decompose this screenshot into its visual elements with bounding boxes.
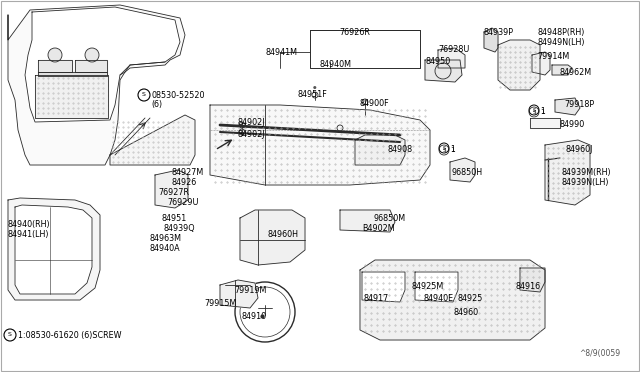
Text: S: S — [442, 145, 445, 151]
Text: 96850H: 96850H — [452, 168, 483, 177]
Polygon shape — [155, 170, 188, 208]
Polygon shape — [415, 272, 458, 302]
Text: 1: 1 — [450, 147, 454, 153]
Text: 84940E: 84940E — [424, 294, 454, 303]
Text: 76927R: 76927R — [158, 188, 189, 197]
Text: ^8/9(0059: ^8/9(0059 — [579, 349, 620, 358]
Text: 1:08530-61620 (6)SCREW: 1:08530-61620 (6)SCREW — [18, 331, 122, 340]
Polygon shape — [210, 105, 430, 185]
Text: 84940M: 84940M — [320, 60, 352, 69]
Text: 84900F: 84900F — [360, 99, 390, 108]
Text: 79919M: 79919M — [234, 286, 266, 295]
Text: 84902J: 84902J — [238, 118, 266, 127]
Text: 84925M: 84925M — [412, 282, 444, 291]
Text: 84941(LH): 84941(LH) — [8, 230, 49, 239]
Text: 84916: 84916 — [516, 282, 541, 291]
Text: 84927M: 84927M — [172, 168, 204, 177]
Polygon shape — [75, 60, 107, 72]
Polygon shape — [220, 280, 258, 308]
Polygon shape — [25, 7, 180, 122]
Polygon shape — [110, 115, 195, 165]
Text: 96850M: 96850M — [374, 214, 406, 223]
Text: 84926: 84926 — [172, 178, 197, 187]
Text: 84948P(RH): 84948P(RH) — [537, 28, 584, 37]
Text: 84949N(LH): 84949N(LH) — [537, 38, 584, 47]
Text: 79918P: 79918P — [564, 100, 594, 109]
Polygon shape — [360, 260, 545, 340]
Text: 84902J: 84902J — [238, 130, 266, 139]
Polygon shape — [425, 60, 462, 82]
Polygon shape — [38, 60, 72, 72]
Polygon shape — [530, 118, 560, 128]
Polygon shape — [552, 65, 572, 75]
Text: S: S — [532, 108, 536, 112]
Polygon shape — [520, 268, 545, 292]
Text: S: S — [442, 148, 445, 153]
Text: 84951: 84951 — [161, 214, 186, 223]
Text: 76928U: 76928U — [438, 45, 469, 54]
Polygon shape — [484, 28, 498, 52]
Text: 84939Q: 84939Q — [163, 224, 195, 233]
Text: 84939M(RH): 84939M(RH) — [561, 168, 611, 177]
Polygon shape — [240, 210, 305, 265]
Polygon shape — [340, 210, 395, 232]
Text: 84917: 84917 — [364, 294, 389, 303]
Text: 84940(RH): 84940(RH) — [8, 220, 51, 229]
Text: 84950: 84950 — [425, 57, 451, 66]
Text: 84951F: 84951F — [298, 90, 328, 99]
Polygon shape — [15, 205, 92, 294]
Text: (6): (6) — [151, 100, 162, 109]
Polygon shape — [38, 72, 107, 76]
Text: 79915M: 79915M — [204, 299, 236, 308]
Polygon shape — [498, 40, 540, 90]
Text: 84990: 84990 — [560, 120, 585, 129]
Text: S: S — [532, 109, 536, 115]
Circle shape — [85, 48, 99, 62]
Text: 84910: 84910 — [241, 312, 266, 321]
Text: 84939P: 84939P — [484, 28, 514, 37]
Polygon shape — [532, 52, 550, 75]
Text: 84940A: 84940A — [150, 244, 180, 253]
Text: 84963M: 84963M — [150, 234, 182, 243]
Polygon shape — [438, 48, 465, 68]
Text: 84960H: 84960H — [268, 230, 299, 239]
Polygon shape — [362, 272, 405, 302]
Text: 84960: 84960 — [453, 308, 478, 317]
Polygon shape — [450, 158, 475, 182]
Text: B4902M: B4902M — [362, 224, 395, 233]
Text: 84925: 84925 — [458, 294, 483, 303]
Text: 76929U: 76929U — [167, 198, 198, 207]
Text: 79914M: 79914M — [537, 52, 569, 61]
Polygon shape — [555, 98, 580, 115]
Text: 1: 1 — [540, 109, 545, 115]
Text: 08530-52520: 08530-52520 — [151, 91, 205, 100]
Text: 84941M: 84941M — [265, 48, 297, 57]
Polygon shape — [545, 140, 590, 205]
Polygon shape — [8, 5, 185, 165]
Text: 76926R: 76926R — [340, 28, 371, 37]
Text: S: S — [8, 333, 12, 337]
Polygon shape — [8, 198, 100, 300]
Circle shape — [435, 63, 451, 79]
Polygon shape — [35, 75, 108, 118]
Text: 84962M: 84962M — [560, 68, 592, 77]
Text: 1: 1 — [450, 145, 455, 154]
Circle shape — [48, 48, 62, 62]
Text: 84960J: 84960J — [566, 145, 593, 154]
Text: ●: ● — [313, 86, 317, 90]
Text: S: S — [142, 93, 146, 97]
Text: 1: 1 — [540, 107, 545, 116]
Text: 84939N(LH): 84939N(LH) — [561, 178, 609, 187]
Text: 84908: 84908 — [388, 145, 413, 154]
Polygon shape — [355, 135, 405, 165]
